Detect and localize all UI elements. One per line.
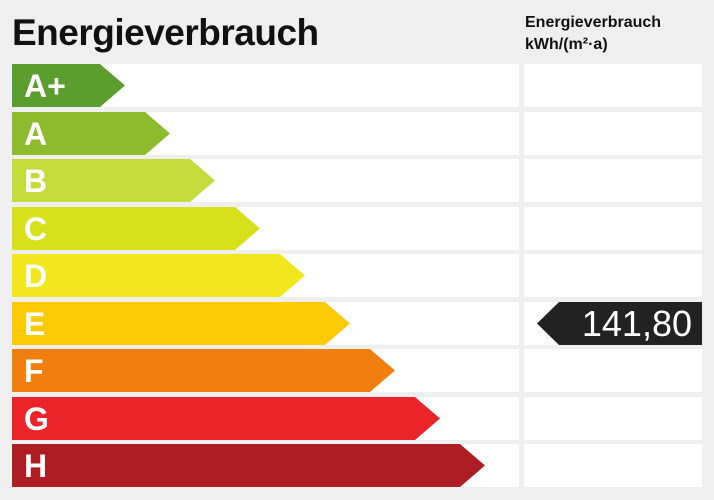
class-row-e: E	[12, 301, 519, 345]
class-label: E	[24, 305, 46, 342]
class-row-c: C	[12, 206, 519, 250]
class-row-f: F	[12, 349, 519, 392]
value-marker: 141,80	[537, 302, 702, 345]
class-label: F	[24, 353, 44, 389]
class-label: B	[24, 163, 48, 199]
class-label: D	[24, 258, 48, 294]
value-cell	[524, 206, 702, 250]
class-row-a: A	[12, 111, 519, 155]
column-header: Energieverbrauch kWh/(m²·a)	[525, 12, 661, 56]
value-cell	[524, 111, 702, 155]
class-row-g: G	[12, 396, 519, 440]
value-text: 141,80	[581, 303, 692, 344]
page-title: Energieverbrauch	[12, 12, 319, 53]
class-label: A+	[24, 68, 66, 104]
value-cell	[524, 444, 702, 487]
column-header-unit: kWh/(m²·a)	[525, 36, 608, 53]
class-row-d: D	[12, 254, 519, 297]
class-label: C	[24, 210, 48, 247]
class-label: H	[24, 448, 48, 484]
class-row-b: B	[12, 159, 519, 202]
column-header-line1: Energieverbrauch	[525, 14, 662, 31]
class-label: G	[24, 400, 49, 437]
value-cell	[524, 64, 702, 107]
class-label: A	[24, 115, 48, 152]
class-row-aplus: A+	[12, 64, 519, 107]
value-cell	[524, 159, 702, 202]
value-cell	[524, 254, 702, 297]
value-cell	[524, 396, 702, 440]
value-marker-shape	[537, 302, 702, 345]
value-cell	[524, 349, 702, 392]
class-row-h: H	[12, 444, 519, 487]
